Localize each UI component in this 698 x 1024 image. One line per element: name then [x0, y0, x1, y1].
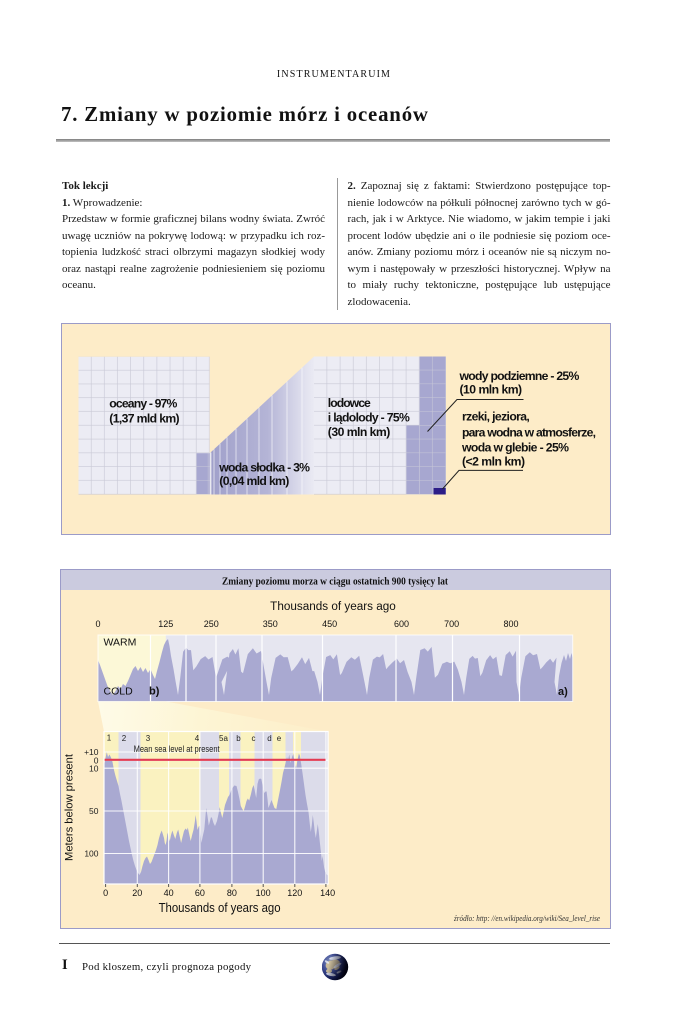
svg-text:700: 700: [444, 619, 459, 629]
svg-text:60: 60: [195, 888, 205, 898]
svg-text:woda w glebie - 25%: woda w glebie - 25%: [461, 441, 569, 455]
svg-text:50: 50: [89, 806, 99, 816]
svg-text:WARM: WARM: [104, 636, 137, 648]
svg-text:450: 450: [322, 619, 337, 629]
svg-text:250: 250: [204, 619, 219, 629]
svg-text:125: 125: [158, 619, 173, 629]
svg-text:5a: 5a: [219, 734, 228, 743]
svg-text:0: 0: [103, 888, 108, 898]
svg-text:100: 100: [256, 888, 271, 898]
svg-text:100: 100: [84, 849, 98, 859]
svg-text:40: 40: [164, 888, 174, 898]
svg-text:Thousands of years ago: Thousands of years ago: [159, 901, 281, 915]
svg-text:b: b: [236, 734, 241, 743]
svg-text:3: 3: [146, 734, 151, 743]
svg-text:COLD: COLD: [104, 686, 134, 698]
svg-text:1: 1: [107, 734, 112, 743]
svg-text:0: 0: [94, 755, 99, 765]
svg-text:(0,04 mld km): (0,04 mld km): [219, 474, 289, 488]
svg-text:(10 mln km): (10 mln km): [460, 383, 523, 397]
svg-text:b): b): [149, 685, 160, 697]
svg-text:oceany - 97%: oceany - 97%: [109, 397, 177, 411]
svg-text:2: 2: [122, 734, 127, 743]
svg-text:Zmiany poziomu morza w ciągu o: Zmiany poziomu morza w ciągu ostatnich 9…: [222, 577, 449, 588]
svg-text:+10: +10: [84, 747, 99, 757]
svg-text:20: 20: [132, 888, 142, 898]
svg-text:c: c: [252, 734, 256, 743]
svg-text:4: 4: [195, 734, 200, 743]
svg-text:10: 10: [89, 764, 99, 774]
svg-text:(<2 mln km): (<2 mln km): [462, 454, 525, 468]
svg-text:120: 120: [287, 888, 302, 898]
svg-text:600: 600: [394, 619, 409, 629]
svg-text:rzeki, jeziora,: rzeki, jeziora,: [462, 410, 530, 424]
svg-text:350: 350: [263, 619, 278, 629]
svg-text:wody podziemne - 25%: wody podziemne - 25%: [459, 369, 580, 383]
svg-text:Meters below present: Meters below present: [64, 754, 76, 861]
svg-text:(1,37 mld km): (1,37 mld km): [109, 412, 179, 426]
svg-text:d: d: [267, 734, 271, 743]
svg-text:Mean sea level at present: Mean sea level at present: [134, 744, 220, 754]
svg-text:(30 mln km): (30 mln km): [328, 425, 391, 439]
svg-text:80: 80: [227, 888, 237, 898]
svg-text:a): a): [558, 686, 568, 698]
svg-text:800: 800: [503, 619, 518, 629]
svg-text:lodowce: lodowce: [328, 396, 371, 410]
svg-text:źródło: http: //en.wikipedia.o: źródło: http: //en.wikipedia.org/wiki/Se…: [453, 913, 600, 923]
svg-text:woda słodka - 3%: woda słodka - 3%: [218, 460, 310, 474]
svg-text:e: e: [277, 734, 282, 743]
svg-text:0: 0: [95, 619, 100, 629]
svg-text:Thousands of years ago: Thousands of years ago: [270, 601, 396, 613]
svg-text:para wodna w atmosferze,: para wodna w atmosferze,: [462, 426, 596, 440]
svg-text:i lądolody - 75%: i lądolody - 75%: [328, 411, 410, 425]
svg-text:140: 140: [320, 888, 335, 898]
